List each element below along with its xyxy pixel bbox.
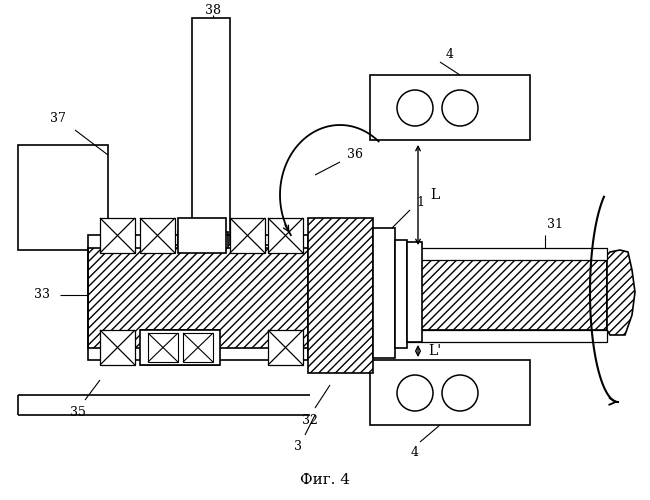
Text: 31: 31	[547, 218, 563, 232]
Text: 36: 36	[347, 148, 363, 162]
Text: L: L	[430, 188, 439, 202]
Polygon shape	[607, 250, 635, 335]
Bar	[373, 228, 395, 358]
Bar	[18, 145, 108, 250]
Bar	[308, 218, 373, 373]
Bar	[88, 235, 308, 360]
Bar	[370, 360, 530, 425]
Circle shape	[397, 375, 433, 411]
Bar	[395, 330, 607, 342]
Bar	[370, 75, 530, 140]
Bar	[100, 218, 135, 253]
Bar	[140, 218, 175, 253]
Text: Фиг. 4: Фиг. 4	[300, 473, 350, 487]
Text: 38: 38	[205, 4, 221, 16]
Bar	[178, 232, 198, 262]
Bar	[407, 255, 607, 330]
Bar	[268, 330, 303, 365]
Bar	[407, 242, 422, 342]
Circle shape	[442, 90, 478, 126]
Bar	[88, 248, 308, 348]
Bar	[183, 333, 213, 362]
Polygon shape	[607, 255, 620, 330]
Text: 37: 37	[50, 112, 66, 124]
Text: 4: 4	[411, 446, 419, 458]
Text: 32: 32	[302, 414, 318, 426]
Bar	[208, 232, 228, 262]
Bar	[178, 218, 226, 253]
Bar	[230, 218, 265, 253]
Text: 1: 1	[416, 196, 424, 209]
Circle shape	[397, 90, 433, 126]
Bar	[150, 245, 275, 260]
Text: L': L'	[428, 344, 441, 358]
Circle shape	[442, 375, 478, 411]
Text: 3: 3	[294, 440, 302, 454]
Bar	[140, 330, 220, 365]
Text: 35: 35	[70, 406, 86, 418]
Bar	[148, 333, 178, 362]
Bar	[192, 18, 230, 248]
Bar	[395, 248, 607, 260]
Bar	[100, 330, 135, 365]
Bar	[395, 240, 407, 348]
Text: 4: 4	[446, 48, 454, 60]
Text: 33: 33	[34, 288, 50, 302]
Bar	[268, 218, 303, 253]
